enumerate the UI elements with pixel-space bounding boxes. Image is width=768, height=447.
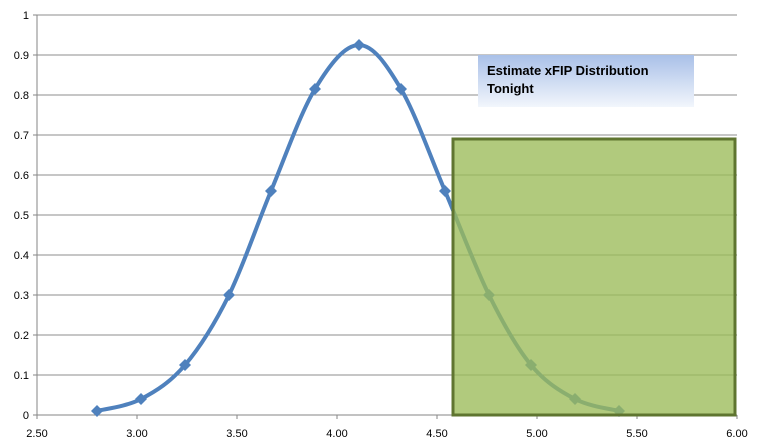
x-tick-label: 5.00 (526, 428, 547, 440)
y-tick-label: 0.9 (14, 50, 29, 62)
x-tick-label: 6.00 (726, 428, 747, 440)
y-tick-labels: 0 0.1 0.2 0.3 0.4 0.5 0.6 0.7 0.8 0.9 1 (14, 10, 29, 422)
y-tick-label: 1 (23, 10, 29, 22)
data-point (265, 185, 277, 197)
shaded-region-layer (451, 137, 737, 417)
data-point (223, 289, 235, 301)
y-tick-label: 0.4 (14, 250, 29, 262)
y-tick-label: 0.5 (14, 210, 29, 222)
x-tick-label: 3.00 (126, 428, 147, 440)
y-tick-label: 0.2 (14, 330, 29, 342)
data-point (353, 39, 365, 51)
annotation-line-2: Tonight (487, 81, 534, 96)
gridlines (37, 14, 737, 376)
data-point (309, 83, 321, 95)
annotation-box: Estimate xFIP Distribution Tonight (478, 55, 694, 107)
y-tick-label: 0.8 (14, 90, 29, 102)
y-tick-label: 0.1 (14, 370, 29, 382)
x-tick-label: 3.50 (226, 428, 247, 440)
x-tick-labels: 2.50 3.00 3.50 4.00 4.50 5.00 5.50 6.00 (26, 428, 747, 440)
y-tick-label: 0.6 (14, 170, 29, 182)
y-tick-label: 0.7 (14, 130, 29, 142)
y-tick-label: 0.3 (14, 290, 29, 302)
data-point (91, 405, 103, 417)
data-point (439, 185, 451, 197)
annotation-background (478, 55, 694, 107)
data-point (395, 83, 407, 95)
annotation-line-1: Estimate xFIP Distribution (487, 63, 649, 78)
x-tick-label: 4.00 (326, 428, 347, 440)
shaded-region (451, 137, 737, 417)
y-tick-label: 0 (23, 410, 29, 422)
x-tick-label: 5.50 (626, 428, 647, 440)
x-tick-label: 4.50 (426, 428, 447, 440)
data-point (179, 359, 191, 371)
data-point (135, 393, 147, 405)
x-tick-label: 2.50 (26, 428, 47, 440)
